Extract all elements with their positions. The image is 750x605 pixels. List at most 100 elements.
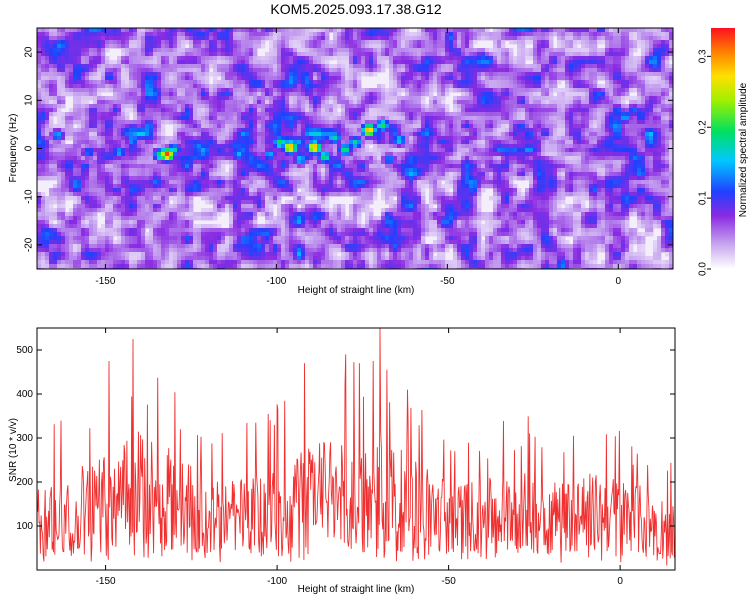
heatmap-cell	[57, 60, 62, 65]
heatmap-cell	[481, 52, 486, 57]
heatmap-cell	[69, 52, 74, 57]
heatmap-cell	[69, 152, 74, 157]
heatmap-cell	[113, 136, 118, 141]
heatmap-cell	[529, 84, 534, 89]
heatmap-cell	[193, 124, 198, 129]
heatmap-cell	[349, 80, 354, 85]
heatmap-cell	[85, 156, 90, 161]
heatmap-cell	[237, 44, 242, 49]
heatmap-cell	[453, 100, 458, 105]
heatmap-cell	[185, 152, 190, 157]
heatmap-cell	[65, 88, 70, 93]
heatmap-cell	[293, 92, 298, 97]
heatmap-cell	[329, 92, 334, 97]
heatmap-cell	[561, 88, 566, 93]
heatmap-cell	[477, 132, 482, 137]
heatmap-cell	[193, 28, 198, 33]
heatmap-cell	[161, 92, 166, 97]
heatmap-cell	[441, 44, 446, 49]
heatmap-cell	[577, 112, 582, 117]
heatmap-cell	[317, 80, 322, 85]
heatmap-cell	[505, 132, 510, 137]
heatmap-cell	[149, 112, 154, 117]
heatmap-cell	[161, 104, 166, 109]
heatmap-cell	[57, 80, 62, 85]
heatmap-cell	[373, 48, 378, 53]
heatmap-cell	[509, 124, 514, 129]
heatmap-cell	[529, 100, 534, 105]
heatmap-cell	[409, 88, 414, 93]
heatmap-cell	[89, 60, 94, 65]
heatmap-cell	[137, 144, 142, 149]
heatmap-cell	[441, 112, 446, 117]
heatmap-cell	[149, 60, 154, 65]
heatmap-cell	[425, 64, 430, 69]
heatmap-cell	[397, 100, 402, 105]
heatmap-cell	[421, 140, 426, 145]
heatmap-cell	[361, 148, 366, 153]
heatmap-cell	[89, 144, 94, 149]
heatmap-cell	[513, 64, 518, 69]
heatmap-cell	[665, 64, 670, 69]
heatmap-cell	[77, 52, 82, 57]
heatmap-cell	[645, 88, 650, 93]
heatmap-cell	[377, 104, 382, 109]
heatmap-cell	[425, 68, 430, 73]
heatmap-cell	[501, 148, 506, 153]
heatmap-cell	[109, 64, 114, 69]
heatmap-cell	[461, 112, 466, 117]
heatmap-cell	[45, 72, 50, 77]
heatmap-cell	[81, 108, 86, 113]
heatmap-cell	[201, 68, 206, 73]
heatmap-cell	[313, 100, 318, 105]
heatmap-cell	[181, 104, 186, 109]
heatmap-cell	[541, 40, 546, 45]
heatmap-cell	[485, 32, 490, 37]
heatmap-cell	[253, 144, 258, 149]
heatmap-cell	[285, 112, 290, 117]
heatmap-cell	[49, 52, 54, 57]
heatmap-cell	[613, 28, 618, 33]
heatmap-cell	[625, 144, 630, 149]
heatmap-cell	[585, 88, 590, 93]
heatmap-cell	[625, 92, 630, 97]
heatmap-cell	[525, 104, 530, 109]
heatmap-cell	[213, 124, 218, 129]
heatmap-cell	[361, 40, 366, 45]
heatmap-cell	[233, 92, 238, 97]
heatmap-cell	[85, 80, 90, 85]
heatmap-cell	[613, 136, 618, 141]
heatmap-cell	[301, 124, 306, 129]
heatmap-cell	[461, 88, 466, 93]
heatmap-cell	[557, 96, 562, 101]
heatmap-cell	[133, 80, 138, 85]
heatmap-cell	[61, 48, 66, 53]
heatmap-cell	[573, 128, 578, 133]
heatmap-cell	[645, 84, 650, 89]
heatmap-cell	[393, 56, 398, 61]
heatmap-cell	[281, 96, 286, 101]
heatmap-cell	[137, 72, 142, 77]
heatmap-cell	[289, 64, 294, 69]
heatmap-cell	[357, 148, 362, 153]
heatmap-cell	[65, 148, 70, 153]
heatmap-cell	[389, 104, 394, 109]
heatmap-cell	[49, 44, 54, 49]
heatmap-cell	[101, 56, 106, 61]
heatmap-cell	[125, 56, 130, 61]
heatmap-cell	[577, 124, 582, 129]
heatmap-cell	[473, 32, 478, 37]
heatmap-cell	[337, 132, 342, 137]
heatmap-cell	[429, 64, 434, 69]
heatmap-cell	[473, 36, 478, 41]
heatmap-cell	[421, 52, 426, 57]
heatmap-cell	[281, 88, 286, 93]
heatmap-cell	[429, 28, 434, 33]
heatmap-cell	[117, 136, 122, 141]
heatmap-cell	[93, 76, 98, 81]
heatmap-cell	[505, 88, 510, 93]
heatmap-cell	[89, 116, 94, 121]
heatmap-cell	[485, 108, 490, 113]
heatmap-cell	[125, 108, 130, 113]
heatmap-cell	[301, 116, 306, 121]
